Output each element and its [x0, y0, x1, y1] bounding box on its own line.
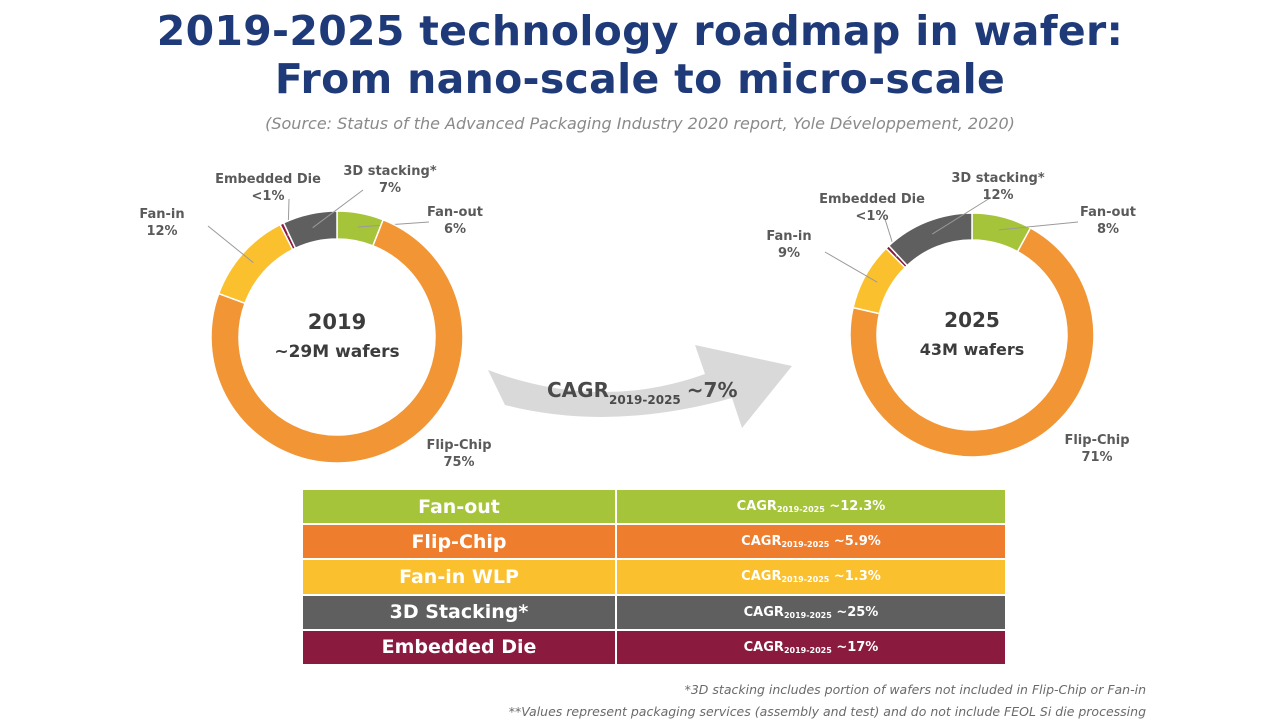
slice-label-value: 71%: [1081, 450, 1112, 465]
cagr-row-rate: CAGR2019-2025 ~17%: [615, 628, 1007, 666]
slice-label-value: 7%: [379, 181, 401, 196]
slice-label-name: Embedded Die: [819, 192, 925, 207]
slice-label-value: <1%: [252, 189, 285, 204]
title-line-1: 2019-2025 technology roadmap in wafer:: [156, 7, 1124, 55]
cagr-row: Embedded Die CAGR2019-2025 ~17%: [301, 628, 1007, 666]
cagr-row-sub: 2019-2025: [776, 505, 825, 515]
cagr-row-value: ~25%: [836, 604, 879, 620]
slice-label-value: 8%: [1097, 222, 1119, 237]
donut-center-year: 2019: [308, 310, 366, 334]
cagr-row-tech: Fan-in WLP: [301, 558, 617, 596]
donut-2025: Fan-out 8% Flip-Chip 71% Fan-in 9% Embedded Di…: [766, 171, 1136, 465]
cagr-row-tech: Fan-out: [301, 487, 617, 526]
cagr-row-tech: Embedded Die: [301, 628, 617, 666]
donut-center-wafers: ~29M wafers: [274, 342, 399, 362]
cagr-row-tech: 3D Stacking*: [301, 593, 617, 631]
leader-line: [312, 189, 364, 229]
cagr-row-value: ~1.3%: [833, 569, 881, 585]
cagr-row-rate: CAGR2019-2025 ~5.9%: [615, 523, 1007, 561]
slice-label-value: 9%: [778, 246, 800, 261]
cagr-row: Flip-Chip CAGR2019-2025 ~5.9%: [301, 523, 1007, 561]
donut-slice-flip-chip: [210, 218, 464, 464]
cagr-row: 3D Stacking* CAGR2019-2025 ~25%: [301, 593, 1007, 631]
cagr-row: Fan-in WLP CAGR2019-2025 ~1.3%: [301, 558, 1007, 596]
cagr-row-prefix: CAGR: [741, 534, 782, 550]
slice-label-name: Flip-Chip: [426, 438, 491, 453]
slice-label-value: 75%: [443, 455, 474, 470]
cagr-row-sub: 2019-2025: [783, 610, 832, 620]
cagr-row-value: ~12.3%: [829, 499, 886, 515]
arrow-cagr-sub: 2019-2025: [609, 393, 681, 407]
cagr-row-tech: Flip-Chip: [301, 523, 617, 561]
donut-slice-flip-chip: [849, 226, 1095, 458]
slice-label-name: 3D stacking*: [343, 164, 436, 179]
source-note: (Source: Status of the Advanced Packagin…: [265, 114, 1015, 133]
arrow-cagr-value: ~7%: [687, 378, 738, 402]
leader-line: [931, 197, 991, 235]
donut-2019: Fan-out 6% Flip-Chip 75% Fan-in 12% Embedded D…: [139, 164, 491, 470]
slice-label-name: Fan-out: [427, 205, 483, 220]
cagr-row-value: ~17%: [836, 639, 879, 655]
cagr-row: Fan-out CAGR2019-2025 ~12.3%: [301, 487, 1007, 526]
cagr-row-prefix: CAGR: [743, 604, 784, 620]
footnote-2: **Values represent packaging services (a…: [508, 704, 1146, 719]
slice-label-name: Fan-out: [1080, 205, 1136, 220]
slice-label-value: <1%: [856, 209, 889, 224]
arrow-cagr-prefix: CAGR: [547, 378, 609, 402]
slice-label-name: Fan-in: [139, 207, 184, 222]
leader-line: [824, 251, 878, 283]
cagr-row-rate: CAGR2019-2025 ~12.3%: [615, 487, 1007, 526]
slice-label-name: Fan-in: [766, 229, 811, 244]
cagr-row-sub: 2019-2025: [781, 540, 830, 550]
slice-label-value: 12%: [982, 188, 1013, 203]
cagr-row-sub: 2019-2025: [781, 575, 830, 585]
donut-center-wafers: 43M wafers: [920, 340, 1025, 359]
cagr-row-rate: CAGR2019-2025 ~25%: [615, 593, 1007, 631]
donut-slice-3d-stacking: [887, 212, 973, 267]
cagr-arrow: [488, 345, 792, 428]
arrow-cagr-text: CAGR2019-2025 ~7%: [547, 378, 737, 407]
leader-line: [998, 221, 1079, 231]
cagr-row-value: ~5.9%: [833, 534, 881, 550]
donut-slice-3d-stacking: [282, 210, 338, 250]
cagr-row-rate: CAGR2019-2025 ~1.3%: [615, 558, 1007, 596]
donut-center-year: 2025: [944, 308, 1000, 332]
footnote-1: *3D stacking includes portion of wafers …: [684, 682, 1146, 697]
cagr-table: Fan-out CAGR2019-2025 ~12.3% Flip-Chip CAGR…: [301, 487, 1007, 666]
slice-label-name: Embedded Die: [215, 172, 321, 187]
slice-label-name: 3D stacking*: [951, 171, 1044, 186]
title-line-2: From nano-scale to micro-scale: [274, 55, 1006, 103]
slice-label-value: 6%: [444, 222, 466, 237]
cagr-row-prefix: CAGR: [736, 499, 777, 515]
donut-slice-fan-in: [217, 223, 294, 305]
slice-label-value: 12%: [146, 224, 177, 239]
slice-label-name: Flip-Chip: [1064, 433, 1129, 448]
cagr-row-sub: 2019-2025: [783, 645, 832, 655]
cagr-row-prefix: CAGR: [743, 639, 784, 655]
leader-line: [207, 225, 254, 263]
cagr-row-prefix: CAGR: [741, 569, 782, 585]
